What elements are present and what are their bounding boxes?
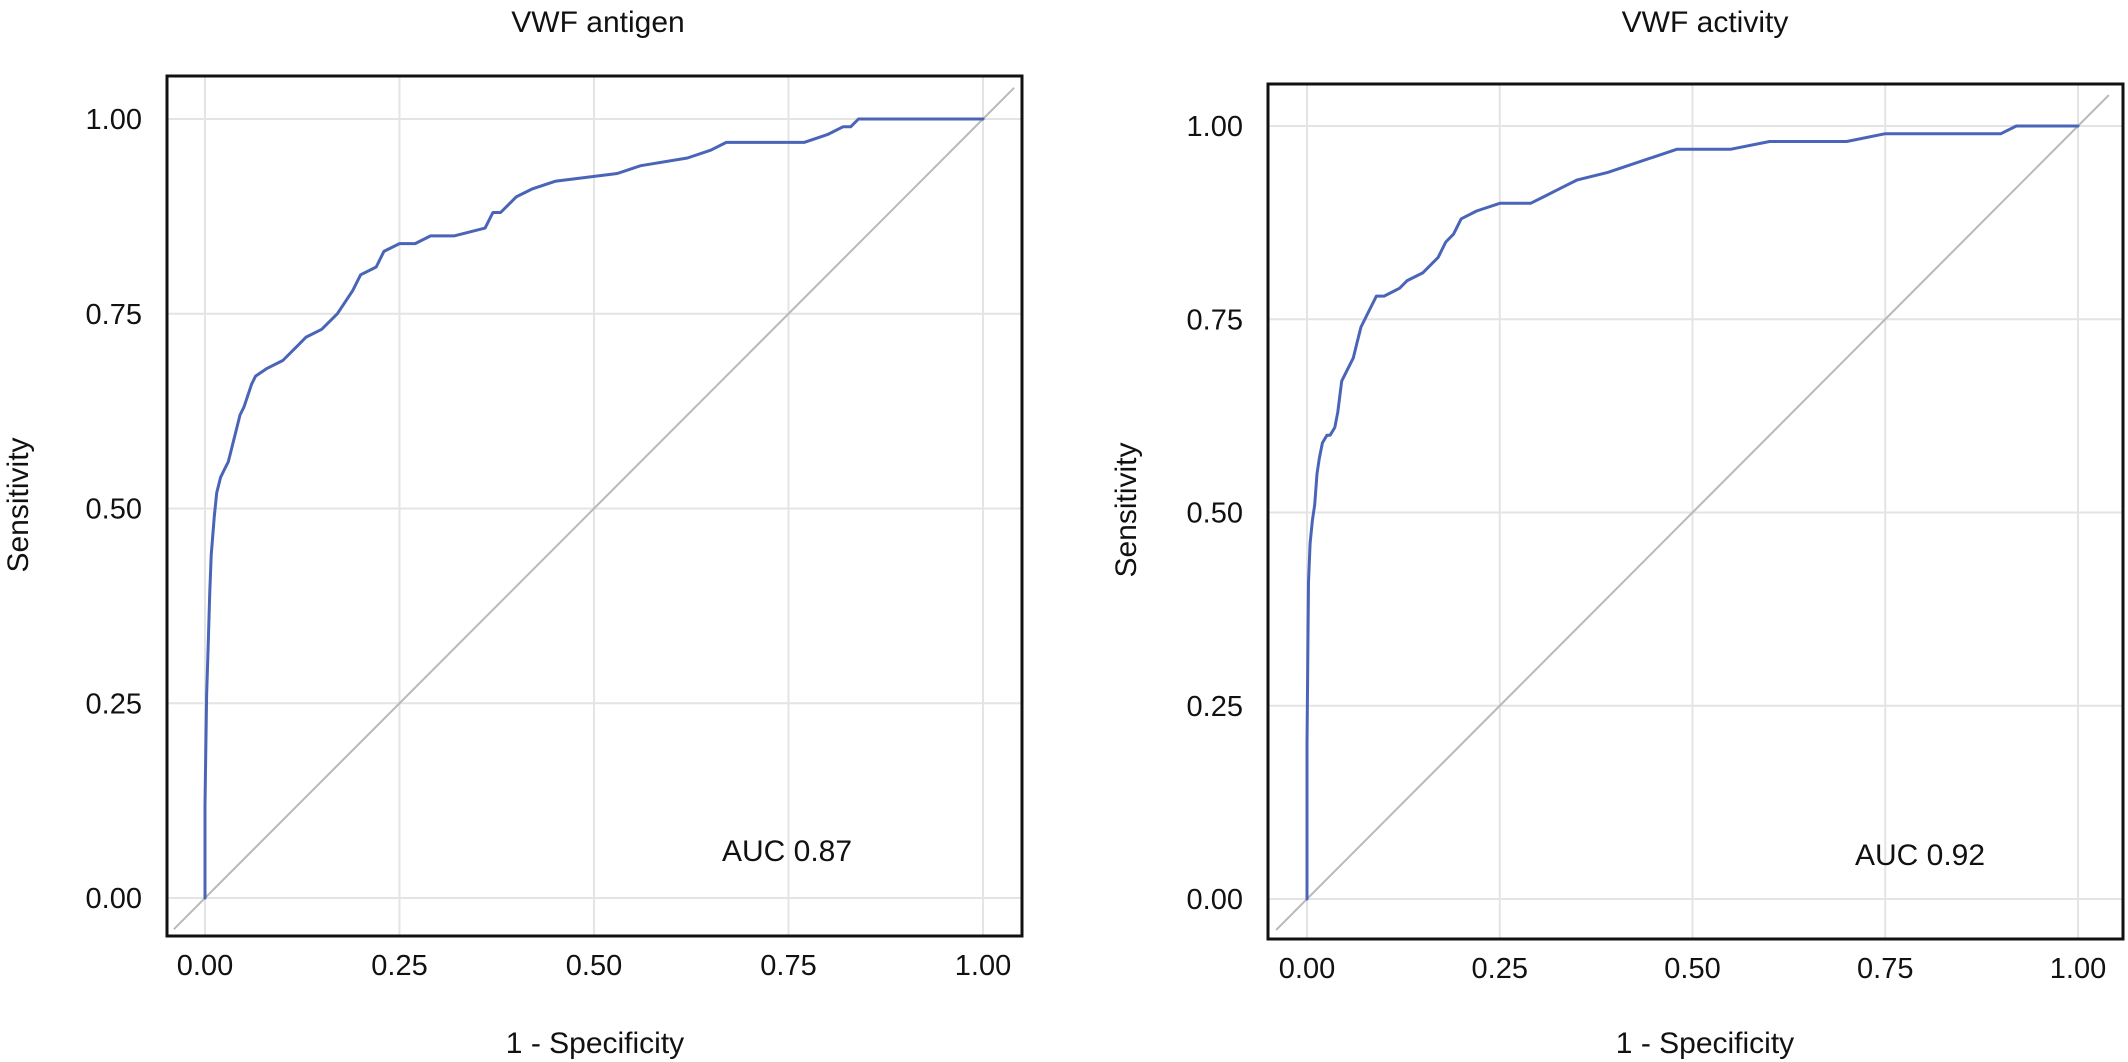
chart-title: VWF antigen: [511, 6, 684, 39]
y-axis-ticks: 0.00 0.25 0.50 0.75 1.00: [1187, 111, 1243, 916]
x-tick-label: 1.00: [2050, 953, 2106, 985]
x-tick-label: 0.25: [1472, 953, 1528, 985]
plot-frame: [165, 74, 1024, 938]
x-axis-ticks: 0.00 0.25 0.50 0.75 1.00: [177, 950, 1011, 982]
y-tick-label: 0.75: [86, 299, 142, 331]
y-tick-label: 0.25: [1187, 691, 1243, 723]
x-axis-title: 1 - Specificity: [1616, 1027, 1794, 1060]
x-tick-label: 0.00: [1279, 953, 1335, 985]
roc-panel-vwf-antigen: VWF antigen 0.00 0.25 0.50 0.75 1.00 0.00 0.2…: [2, 6, 1024, 1060]
y-axis-title: Sensitivity: [1110, 442, 1143, 577]
auc-annotation: AUC 0.87: [722, 835, 852, 868]
x-tick-label: 1.00: [955, 950, 1011, 982]
y-axis-title: Sensitivity: [2, 437, 35, 572]
x-tick-label: 0.75: [1857, 953, 1913, 985]
reference-diagonal-line: [173, 87, 1015, 930]
plot-frame: [1266, 82, 2125, 941]
y-tick-label: 0.25: [86, 688, 142, 720]
x-tick-label: 0.25: [371, 950, 427, 982]
x-tick-label: 0.50: [566, 950, 622, 982]
y-axis-ticks: 0.00 0.25 0.50 0.75 1.00: [86, 104, 142, 915]
x-tick-label: 0.00: [177, 950, 233, 982]
reference-diagonal-line: [1275, 94, 2110, 931]
y-tick-label: 0.00: [1187, 884, 1243, 916]
roc-panel-vwf-activity: VWF activity 0.00 0.25 0.50 0.75 1.00 0.000.…: [1110, 6, 2125, 1060]
roc-curve: [203, 117, 985, 900]
roc-curve: [1305, 124, 2080, 901]
y-tick-label: 0.50: [1187, 498, 1243, 530]
y-tick-label: 1.00: [1187, 111, 1243, 143]
chart-title: VWF activity: [1622, 6, 1789, 39]
y-tick-label: 1.00: [86, 104, 142, 136]
x-axis-title: 1 - Specificity: [506, 1027, 684, 1060]
grid: [1268, 84, 2123, 939]
y-tick-label: 0.75: [1187, 304, 1243, 336]
auc-annotation: AUC 0.92: [1855, 839, 1985, 872]
y-tick-label: 0.50: [86, 494, 142, 526]
y-tick-label: 0.00: [86, 883, 142, 915]
x-axis-ticks: 0.00 0.25 0.50 0.75 1.00: [1279, 953, 2106, 985]
x-tick-label: 0.50: [1664, 953, 1720, 985]
x-tick-label: 0.75: [760, 950, 816, 982]
